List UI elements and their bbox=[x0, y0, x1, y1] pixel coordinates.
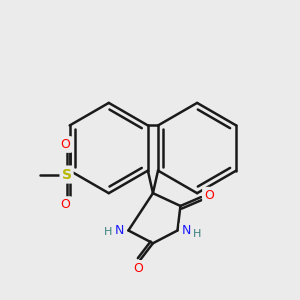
Text: N: N bbox=[115, 224, 124, 237]
Text: N: N bbox=[182, 224, 191, 237]
Text: H: H bbox=[104, 227, 113, 237]
Text: O: O bbox=[61, 138, 70, 151]
Text: S: S bbox=[61, 167, 72, 182]
Text: H: H bbox=[193, 230, 202, 239]
Text: O: O bbox=[133, 262, 143, 275]
Text: O: O bbox=[204, 189, 214, 202]
Text: O: O bbox=[61, 198, 70, 211]
